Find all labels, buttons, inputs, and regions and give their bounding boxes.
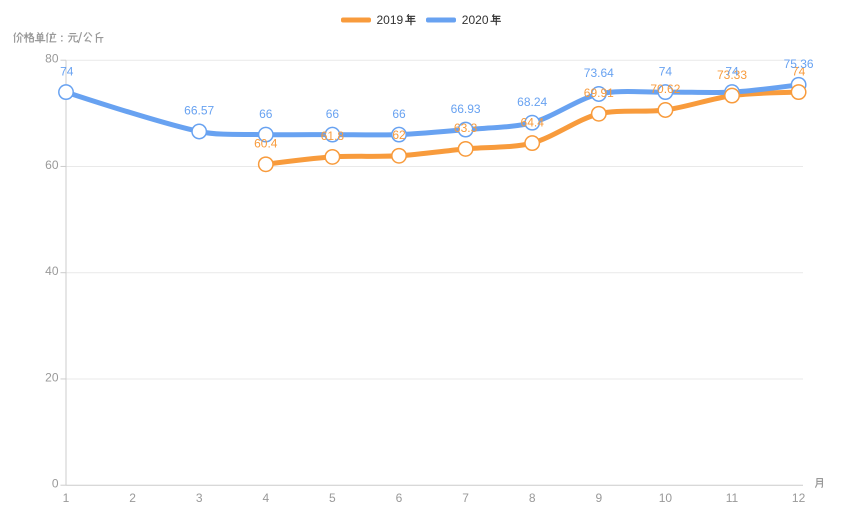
svg-text:73.64: 73.64 [584, 66, 614, 80]
svg-text:69.91: 69.91 [584, 86, 614, 100]
svg-text:60.4: 60.4 [254, 137, 278, 151]
svg-text:1: 1 [63, 491, 70, 505]
svg-text:70.62: 70.62 [650, 82, 680, 96]
svg-text:73.33: 73.33 [717, 68, 747, 82]
svg-text:10: 10 [659, 491, 673, 505]
svg-text:64.4: 64.4 [521, 115, 545, 129]
svg-text:40: 40 [45, 264, 59, 278]
svg-text:61.8: 61.8 [321, 129, 345, 143]
svg-text:63.3: 63.3 [454, 121, 478, 135]
svg-text:80: 80 [45, 52, 59, 66]
svg-text:0: 0 [52, 477, 59, 491]
svg-text:66: 66 [392, 107, 406, 121]
svg-text:62: 62 [392, 128, 406, 142]
svg-text:11: 11 [726, 491, 739, 505]
svg-text:66: 66 [326, 107, 340, 121]
svg-text:66.57: 66.57 [184, 104, 214, 118]
svg-text:2: 2 [129, 491, 136, 505]
svg-text:75.36: 75.36 [784, 57, 814, 71]
svg-text:3: 3 [196, 491, 203, 505]
svg-text:20: 20 [45, 370, 59, 384]
svg-text:74: 74 [60, 64, 74, 78]
svg-text:74: 74 [725, 64, 739, 78]
svg-text:6: 6 [396, 491, 403, 505]
svg-text:66.93: 66.93 [451, 102, 481, 116]
svg-text:74: 74 [659, 64, 673, 78]
svg-text:74: 74 [792, 64, 806, 78]
svg-text:5: 5 [329, 491, 336, 505]
svg-text:9: 9 [595, 491, 602, 505]
svg-text:2019: 2019 [377, 13, 404, 27]
svg-text:2020: 2020 [462, 13, 489, 27]
svg-text:60: 60 [45, 158, 59, 172]
svg-text:12: 12 [792, 491, 806, 505]
svg-text:4: 4 [262, 491, 269, 505]
svg-text:8: 8 [529, 491, 536, 505]
svg-text:7: 7 [462, 491, 469, 505]
svg-text:66: 66 [259, 107, 273, 121]
svg-text:68.24: 68.24 [517, 95, 547, 109]
